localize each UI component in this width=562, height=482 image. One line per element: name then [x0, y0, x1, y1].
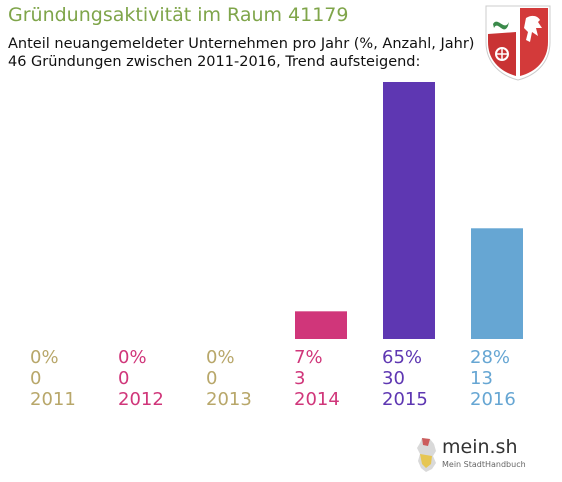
labels-group: 0%020110%020120%020137%3201465%30201528%…: [30, 347, 516, 410]
percent-label-2013: 0%: [206, 347, 235, 368]
logo-text: mein.sh: [442, 436, 518, 458]
percent-label-2011: 0%: [30, 347, 59, 368]
year-label-2011: 2011: [30, 389, 76, 410]
percent-label-2015: 65%: [382, 347, 422, 368]
bar-2016: [471, 228, 523, 339]
year-label-2015: 2015: [382, 389, 428, 410]
count-label-2014: 3: [294, 368, 305, 389]
year-label-2014: 2014: [294, 389, 340, 410]
count-label-2012: 0: [118, 368, 129, 389]
chart-title: Gründungsaktivität im Raum 41179: [8, 4, 349, 26]
subtitle-line-1: Anteil neuangemeldeter Unternehmen pro J…: [8, 36, 475, 52]
count-label-2015: 30: [382, 368, 405, 389]
count-label-2016: 13: [470, 368, 493, 389]
percent-label-2014: 7%: [294, 347, 323, 368]
year-label-2013: 2013: [206, 389, 252, 410]
percent-label-2016: 28%: [470, 347, 510, 368]
count-label-2011: 0: [30, 368, 41, 389]
germany-map-icon: [417, 438, 436, 472]
chart-subtitle: Anteil neuangemeldeter Unternehmen pro J…: [8, 35, 474, 71]
subtitle-line-2: 46 Gründungen zwischen 2011-2016, Trend …: [8, 54, 421, 70]
year-label-2016: 2016: [470, 389, 516, 410]
year-label-2012: 2012: [118, 389, 164, 410]
mein-sh-logo: mein.sh Mein StadtHandbuch: [412, 434, 528, 476]
bar-2014: [295, 311, 347, 339]
bar-2015: [383, 82, 435, 339]
logo-tagline: Mein StadtHandbuch: [442, 460, 526, 469]
percent-label-2012: 0%: [118, 347, 147, 368]
nrw-crest-icon: [485, 5, 551, 81]
bars-group: [295, 82, 523, 339]
count-label-2013: 0: [206, 368, 217, 389]
